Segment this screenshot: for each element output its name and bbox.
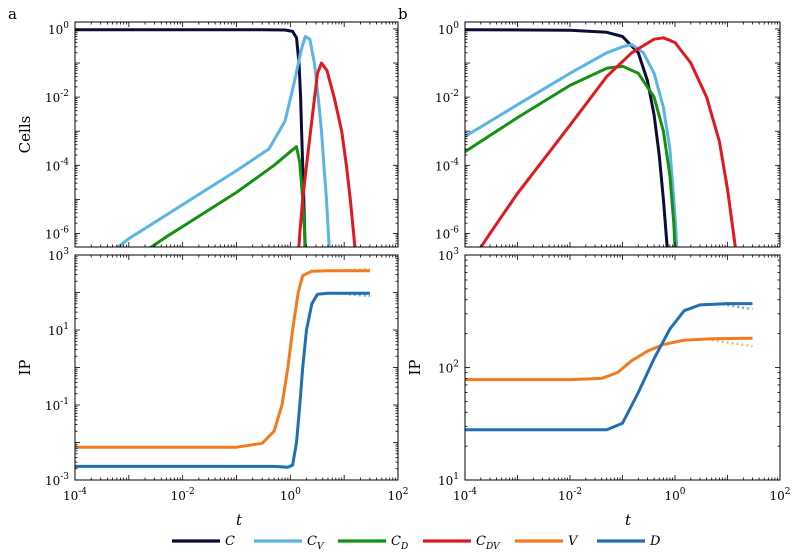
y-tick-label: 103 (48, 247, 69, 263)
y-tick-label: 103 (438, 247, 459, 263)
x-axis-label-b: t (625, 511, 632, 529)
x-tick-label: 10-4 (63, 487, 87, 503)
series-spread-d (722, 302, 753, 311)
legend-label: D (649, 534, 661, 549)
series-line-c-v (115, 35, 331, 247)
y-axis-label: Cells (16, 116, 34, 154)
series-line-c (465, 28, 669, 247)
panel-b-bottom: 101 102 103 10-4 10-2 100 102 IP (406, 247, 791, 503)
legend-label: CV (307, 534, 325, 552)
legend: C CV CD CDV V D (172, 534, 661, 552)
panel-a-top: 10-6 10-4 10-2 100 Cells (16, 21, 399, 248)
x-tick-label: 10-2 (558, 487, 582, 503)
y-tick-label: 100 (438, 21, 459, 37)
series-line-c-d (148, 145, 307, 247)
series-spread-v (338, 267, 370, 273)
legend-item-v: V (515, 534, 579, 549)
legend-item-c-dv: CDV (423, 534, 501, 552)
legend-label: CDV (476, 534, 501, 552)
series-line-c-d (465, 64, 677, 247)
panel-label-a: a (8, 5, 17, 23)
y-tick-label: 10-3 (45, 472, 69, 488)
y-tick-label: 101 (438, 472, 459, 488)
series-line-c-dv (297, 61, 357, 247)
series-line-c-v (465, 43, 679, 247)
axes-frame (74, 21, 399, 248)
y-tick-label: 100 (48, 21, 69, 37)
legend-label: V (568, 534, 579, 549)
legend-label: CD (391, 534, 408, 552)
x-tick-label: 100 (280, 487, 301, 503)
legend-label: C (225, 534, 235, 549)
panel-label-b: b (398, 5, 408, 23)
series-line-v (75, 269, 370, 449)
legend-item-d: D (597, 534, 661, 549)
panel-b-top: 10-6 10-4 10-2 100 (435, 21, 781, 248)
axes-frame (464, 21, 781, 248)
x-tick-label: 100 (664, 487, 685, 503)
series-spread-d (338, 292, 371, 298)
series-line-c-dv (479, 36, 737, 247)
series-line-d (75, 291, 370, 469)
series-line-v (465, 336, 753, 382)
y-tick-label: 10-1 (45, 397, 69, 413)
series-line-d (465, 302, 753, 432)
x-tick-label: 10-2 (171, 487, 195, 503)
x-tick-label: 10-4 (453, 487, 477, 503)
x-tick-label: 102 (769, 487, 790, 503)
y-tick-label: 102 (438, 360, 459, 376)
y-tick-label: 10-6 (435, 225, 459, 241)
panel-a-bottom: 10-3 10-1 101 103 10-4 10-2 100 102 IP (16, 247, 409, 503)
legend-item-c-d: CD (338, 534, 408, 552)
legend-item-c-v: CV (254, 534, 325, 552)
y-tick-label: 10-2 (45, 89, 69, 105)
y-tick-label: 101 (48, 322, 69, 338)
y-tick-label: 10-4 (45, 157, 69, 173)
x-tick-label: 102 (387, 487, 408, 503)
series-spread-v (711, 338, 753, 348)
y-tick-label: 10-4 (435, 157, 459, 173)
y-axis-label: IP (406, 359, 424, 375)
y-tick-label: 10-6 (45, 225, 69, 241)
x-axis-label-a: t (236, 511, 243, 529)
legend-item-c: C (172, 534, 235, 549)
y-axis-label: IP (16, 359, 34, 375)
plot-area: 10-610-410-2100Cells10-610-410-210010-31… (16, 21, 791, 503)
y-tick-label: 10-2 (435, 89, 459, 105)
